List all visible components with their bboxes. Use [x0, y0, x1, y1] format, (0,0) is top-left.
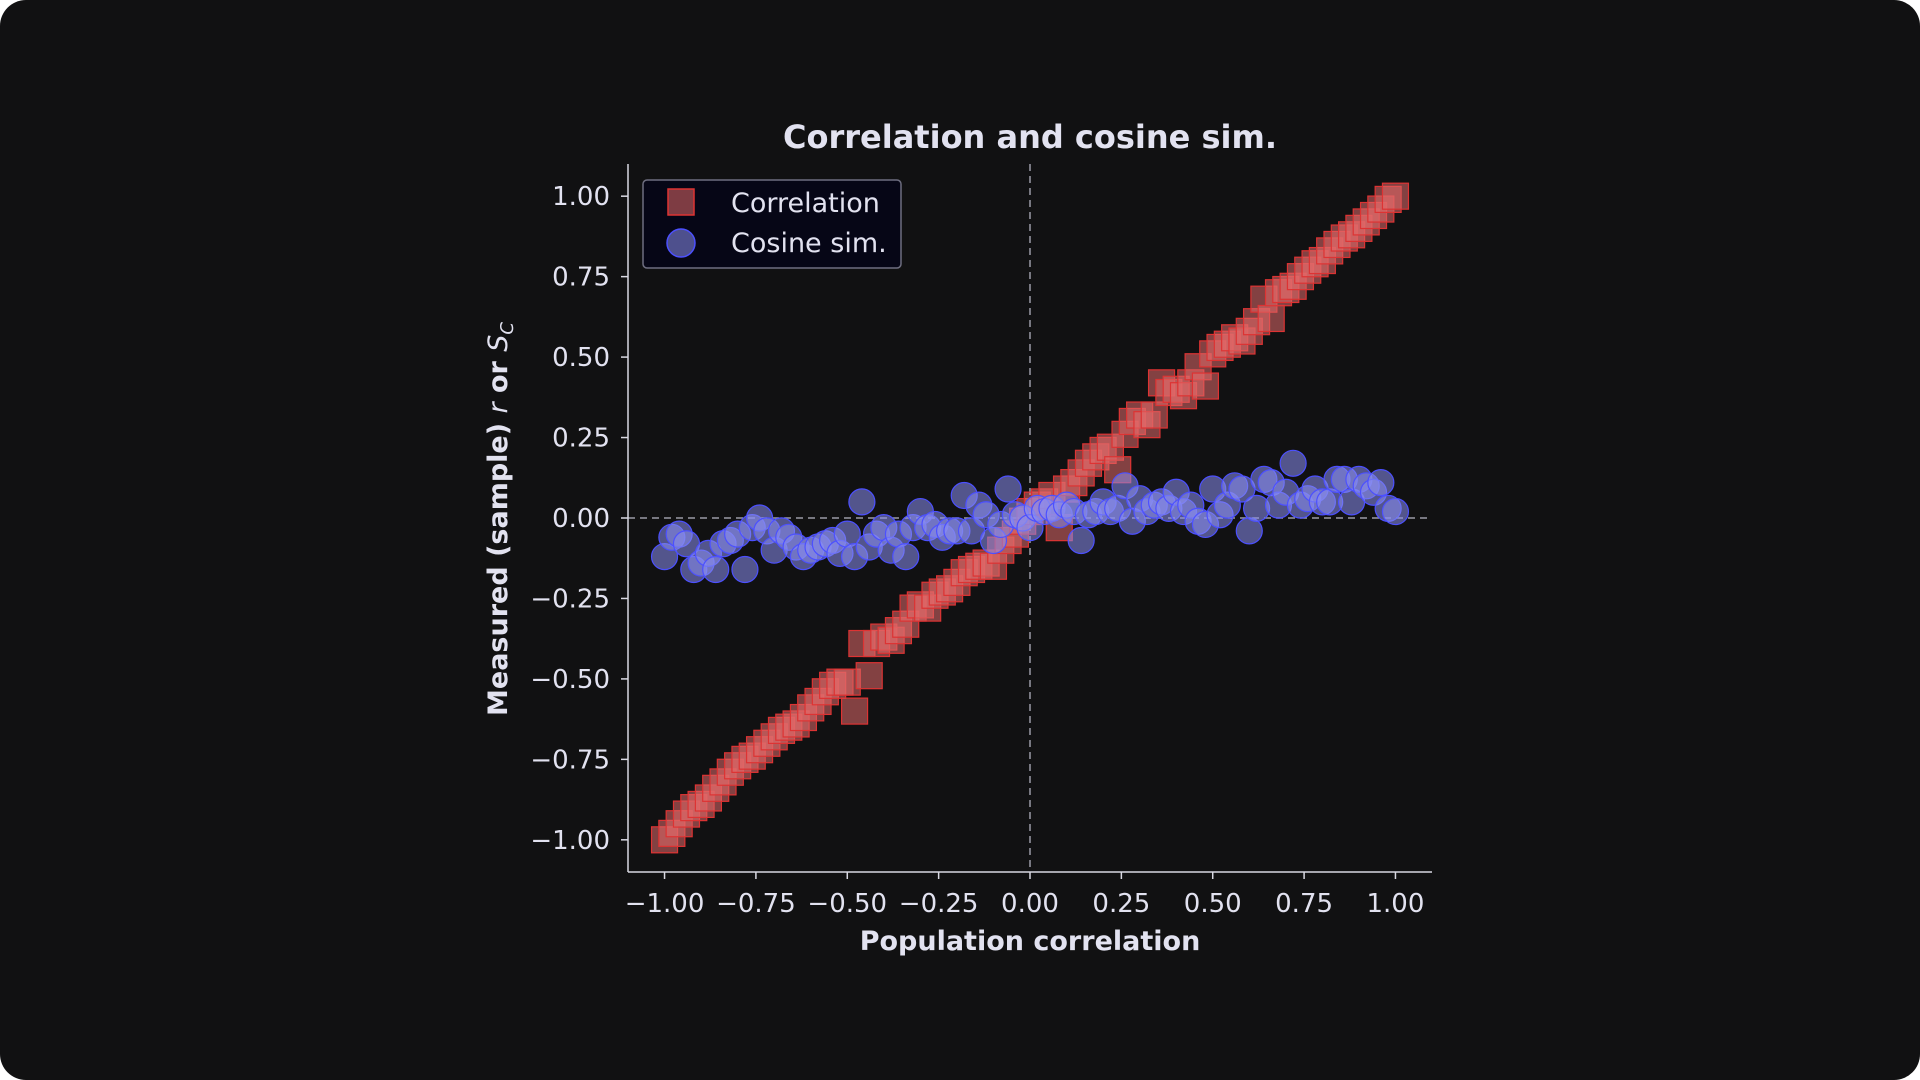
y-axis-title: Measured (sample) r or SC: [483, 322, 518, 716]
x-tick-label: −0.25: [899, 889, 979, 919]
chart-title: Correlation and cosine sim.: [783, 118, 1277, 156]
y-tick-label: −0.25: [530, 584, 610, 614]
correlation-point: [840, 697, 869, 725]
cosine-point: [1381, 497, 1410, 526]
correlation-point: [855, 662, 883, 690]
x-tick-label: 1.00: [1367, 889, 1425, 919]
y-tick-label: 0.75: [552, 263, 610, 293]
y-tick-label: −1.00: [530, 826, 610, 856]
cosine-point: [1067, 526, 1095, 555]
correlation-point: [1257, 304, 1285, 333]
cosine-point: [892, 543, 920, 571]
y-tick-label: −0.50: [530, 665, 610, 695]
x-tick-label: −0.50: [807, 889, 887, 919]
cosine-point: [1279, 449, 1307, 477]
cosine-point: [1367, 469, 1395, 497]
y-axis-title-main: Measured (sample): [483, 414, 514, 716]
correlation-point: [1381, 182, 1410, 210]
x-tick-label: 0.25: [1092, 889, 1150, 919]
x-tick-label: 0.00: [1001, 889, 1059, 919]
cosine-point: [994, 475, 1022, 503]
legend-frame: [642, 179, 902, 269]
y-axis-title-sub: C: [497, 322, 518, 335]
legend-label-cosine: Cosine sim.: [731, 228, 887, 259]
x-axis-title: Population correlation: [860, 926, 1201, 957]
y-tick-label: 0.25: [552, 424, 610, 454]
y-tick-label: 0.50: [552, 343, 610, 373]
x-tick-label: 0.75: [1275, 889, 1333, 919]
legend-label-correlation: Correlation: [731, 188, 880, 219]
y-axis-title-r: r: [483, 401, 514, 414]
legend: Correlation Cosine sim.: [642, 179, 902, 269]
y-tick-label: 1.00: [552, 182, 610, 212]
correlation-point: [1140, 401, 1168, 429]
x-tick-label: −0.75: [716, 889, 796, 919]
x-tick-label: 0.50: [1184, 889, 1242, 919]
correlation-point: [1191, 372, 1220, 400]
cosine-point: [702, 555, 730, 584]
y-tick-label: −0.75: [530, 745, 610, 775]
cosine-point: [731, 555, 759, 584]
legend-square-marker: [667, 188, 695, 216]
y-axis-title-or: or: [483, 352, 514, 403]
cosine-point: [848, 488, 876, 516]
y-axis-title-s: S: [483, 335, 514, 352]
x-tick-label: −1.00: [625, 889, 705, 919]
y-tick-label: 0.00: [552, 504, 610, 534]
legend-circle-marker: [666, 228, 696, 258]
